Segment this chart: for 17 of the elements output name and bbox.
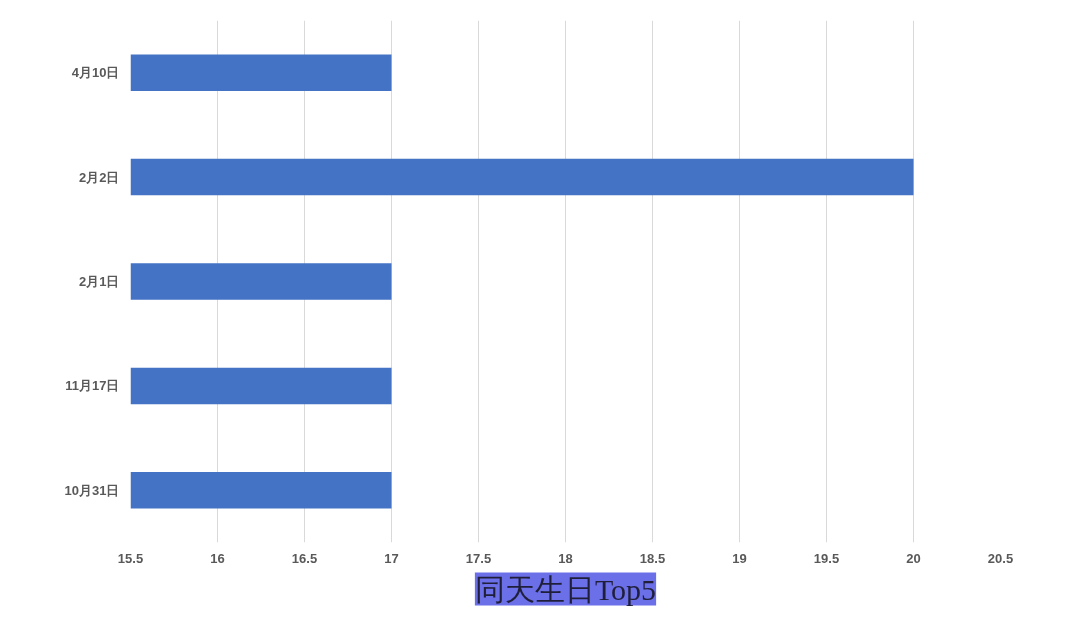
y-tick-label: 4月10日: [71, 65, 120, 81]
x-tick-label: 16: [210, 550, 225, 566]
y-tick-label: 10月31日: [64, 482, 120, 498]
x-tick-label: 20: [906, 550, 921, 566]
y-tick-label: 2月2日: [79, 169, 120, 185]
x-tick-label: 19.5: [813, 550, 840, 566]
x-tick-label: 18.5: [639, 550, 666, 566]
x-tick-label: 15.5: [117, 550, 144, 566]
x-tick-label: 17.5: [465, 550, 492, 566]
x-tick-label: 16.5: [291, 550, 318, 566]
text: 同天生日Top5: [474, 572, 657, 606]
x-tick-label: 20.5: [987, 550, 1014, 566]
x-tick-label: 19: [732, 550, 747, 566]
y-tick-label: 2月1日: [79, 274, 120, 289]
y-tick-label: 11月17日: [65, 378, 120, 394]
x-tick-label: 18: [558, 550, 573, 566]
x-tick-label: 17: [384, 550, 399, 566]
